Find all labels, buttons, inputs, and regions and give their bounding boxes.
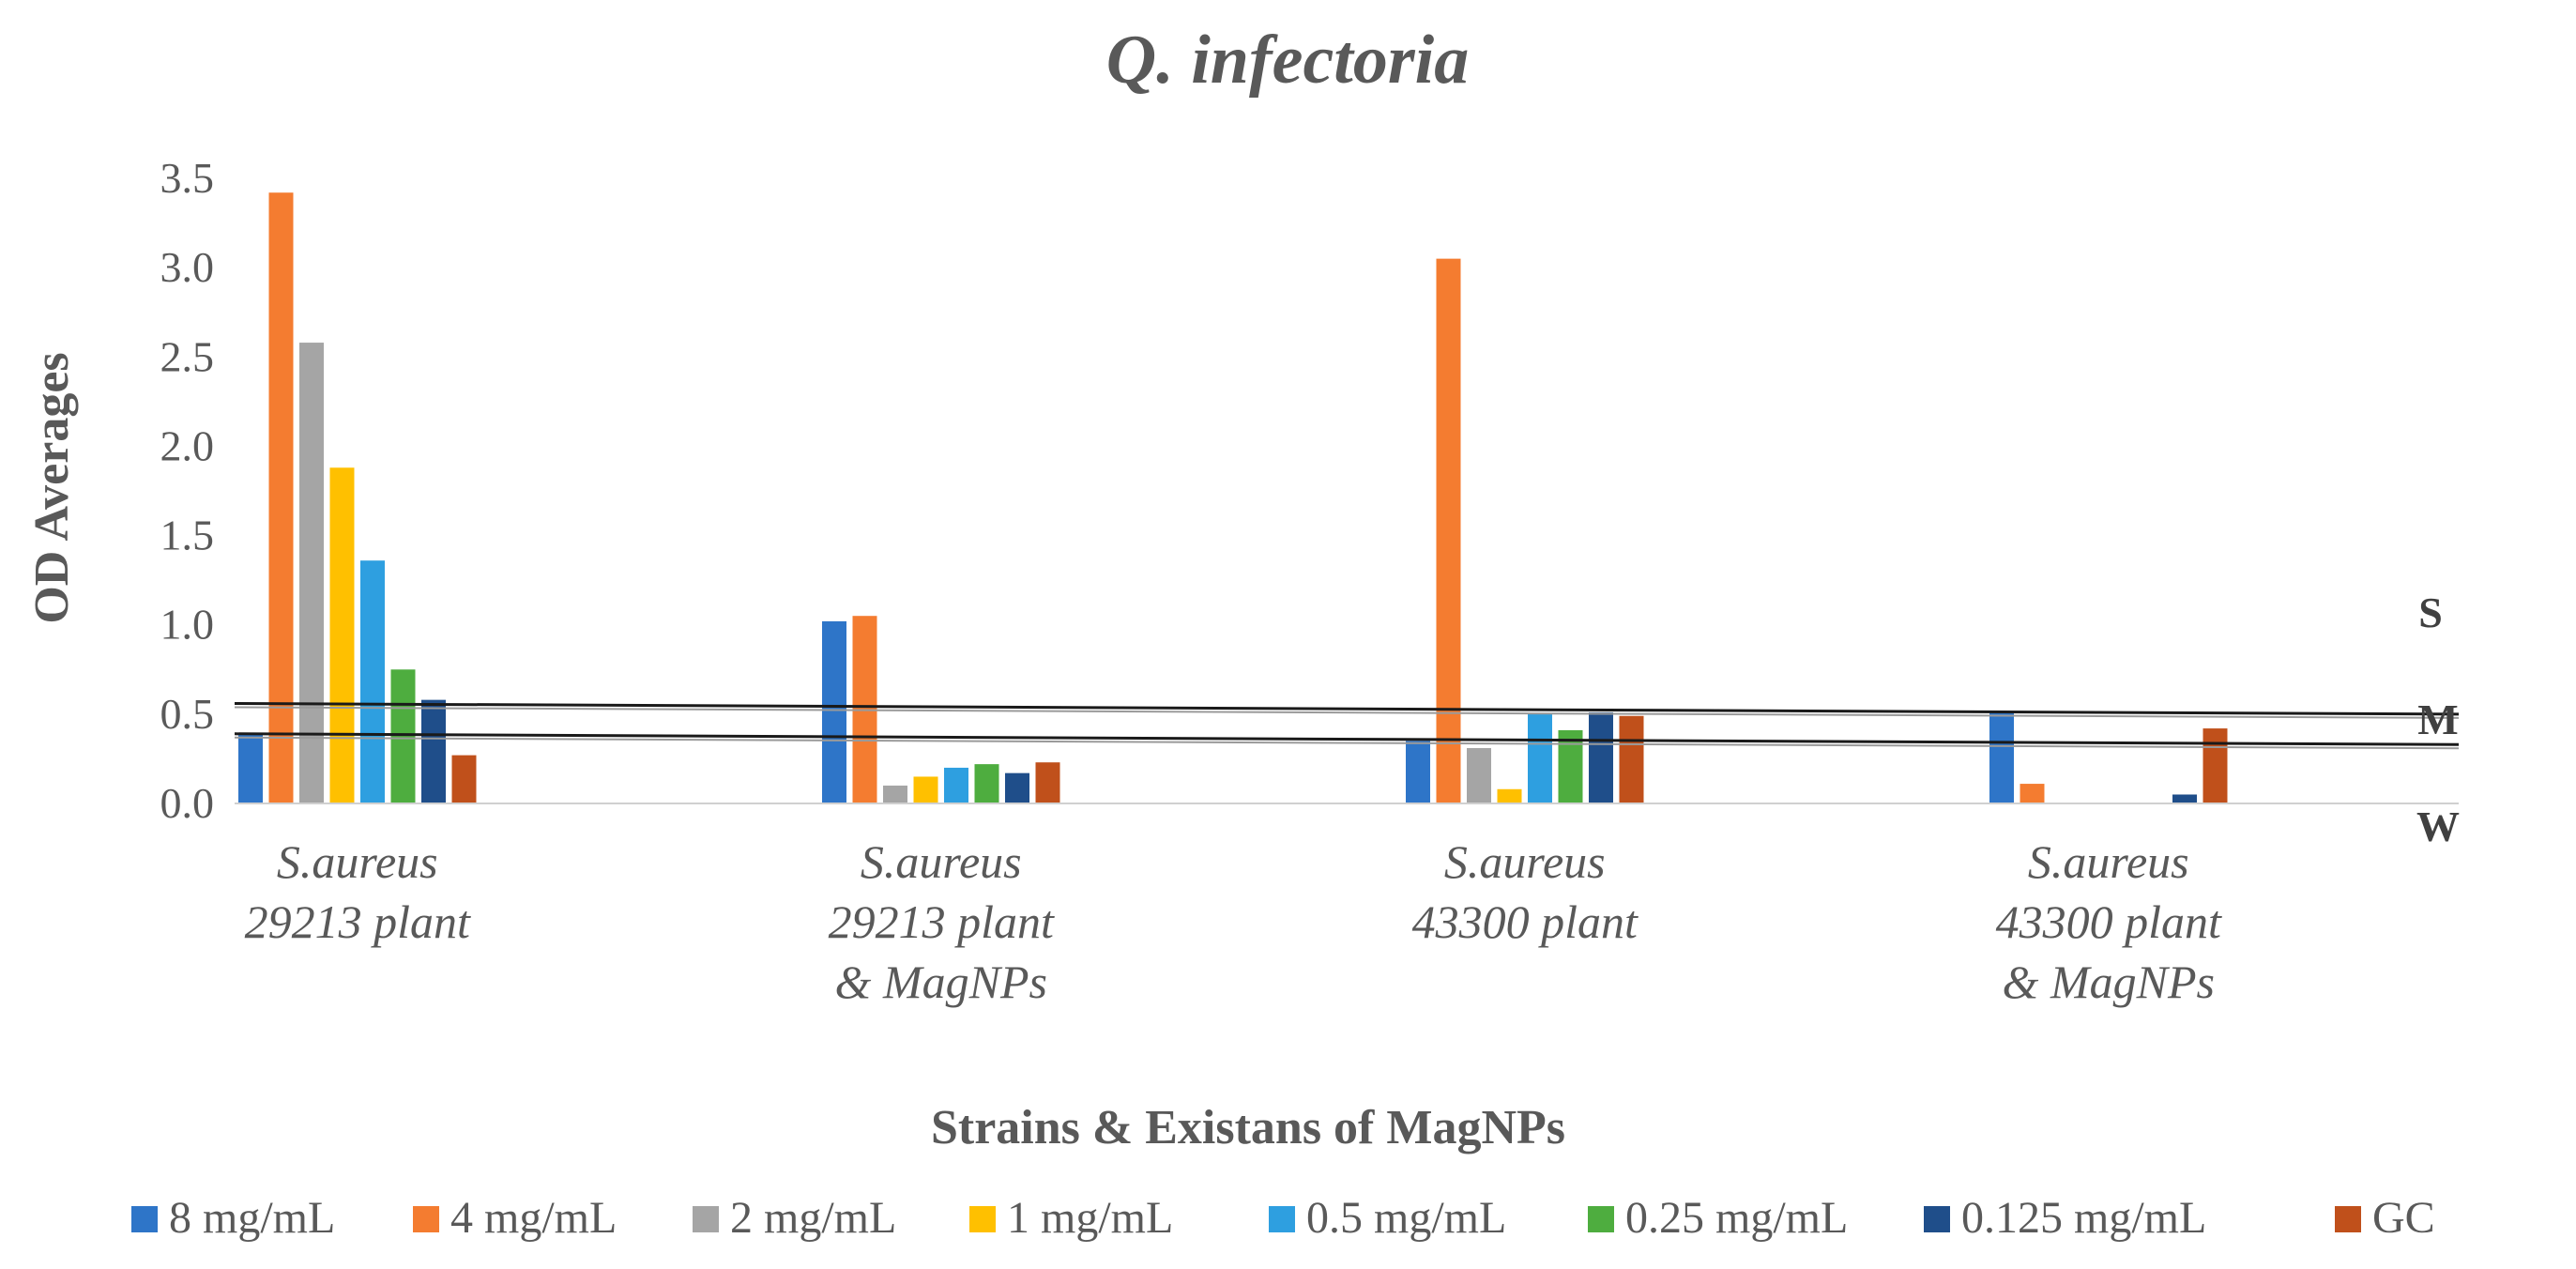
threshold-line-shadow — [234, 736, 2460, 750]
bar — [822, 620, 846, 803]
legend-label: 0.5 mg/mL — [1306, 1193, 1506, 1243]
y-tick-label: 1.5 — [160, 512, 215, 559]
bar — [1619, 715, 1644, 803]
legend-swatch — [2335, 1206, 2361, 1232]
bar — [299, 343, 324, 803]
legend-label: GC — [2372, 1193, 2435, 1243]
legend-swatch — [413, 1206, 439, 1232]
legend-swatch — [693, 1206, 719, 1232]
x-axis-title: Strains & Existans of MagNPs — [931, 1101, 1565, 1154]
x-tick-label: S.aureus — [277, 835, 438, 888]
bars — [238, 192, 2228, 804]
bar — [1436, 258, 1461, 804]
bar — [421, 699, 446, 803]
bar — [1467, 748, 1491, 803]
level-label-w: W — [2416, 803, 2460, 850]
legend-swatch — [1588, 1206, 1614, 1232]
x-tick-label: 43300 plant — [1412, 895, 1639, 948]
bar — [1989, 711, 2014, 803]
x-tick-label: 29213 plant — [245, 895, 471, 948]
legend-label: 2 mg/mL — [730, 1193, 896, 1243]
bar — [2020, 784, 2045, 803]
x-tick-label: S.aureus — [861, 835, 1022, 888]
x-tick-label: & MagNPs — [835, 956, 1047, 1008]
bar — [944, 767, 968, 803]
legend-label: 8 mg/mL — [169, 1193, 335, 1243]
y-axis: 0.0 0.5 1.0 1.5 2.0 2.5 3.0 3.5 — [160, 154, 215, 827]
legend-swatch — [1924, 1206, 1950, 1232]
threshold-line-shadow — [234, 706, 2460, 719]
bar — [1589, 711, 1613, 803]
threshold-line — [234, 732, 2460, 746]
bar — [360, 560, 385, 803]
bar — [1528, 713, 1552, 803]
legend-label: 0.25 mg/mL — [1625, 1193, 1848, 1243]
legend-swatch — [1269, 1206, 1295, 1232]
legend-label: 1 mg/mL — [1007, 1193, 1173, 1243]
y-tick-label: 2.0 — [160, 421, 215, 469]
x-tick-label: S.aureus — [1444, 835, 1606, 888]
bar — [2172, 794, 2197, 803]
bar — [1035, 762, 1060, 803]
y-tick-label: 2.5 — [160, 332, 215, 380]
legend-swatch — [131, 1206, 158, 1232]
x-tick-label: S.aureus — [2028, 835, 2189, 888]
bar — [1558, 729, 1583, 803]
y-tick-label: 3.0 — [160, 243, 215, 291]
threshold-lines — [234, 701, 2460, 750]
level-label-s: S — [2418, 589, 2443, 636]
threshold-line — [234, 701, 2460, 716]
bar — [329, 467, 355, 803]
bar — [390, 669, 416, 803]
level-label-m: M — [2417, 696, 2458, 743]
legend-label: 0.125 mg/mL — [1961, 1193, 2206, 1243]
bar — [1406, 741, 1430, 803]
bar — [913, 776, 938, 803]
bar — [1005, 772, 1029, 803]
bar — [1497, 788, 1522, 803]
bar — [883, 785, 907, 803]
legend-swatch — [969, 1206, 996, 1232]
y-tick-label: 0.0 — [160, 779, 215, 827]
bar — [974, 764, 999, 803]
x-tick-label: 43300 plant — [1996, 895, 2222, 948]
bar — [2203, 728, 2228, 803]
x-axis-categories: S.aureus 29213 plant S.aureus 29213 plant & … — [245, 835, 2222, 1008]
y-tick-label: 1.0 — [160, 601, 215, 649]
bar — [238, 733, 263, 803]
y-tick-label: 0.5 — [160, 690, 215, 738]
y-axis-title: OD Averages — [25, 352, 79, 623]
legend: 8 mg/mL 4 mg/mL 2 mg/mL 1 mg/mL 0.5 mg/mL 0.2… — [131, 1193, 2435, 1243]
y-tick-label: 3.5 — [160, 154, 215, 202]
chart-title: Q. infectoria — [1106, 22, 1469, 99]
x-tick-label: & MagNPs — [2003, 956, 2215, 1008]
bar — [268, 192, 294, 804]
x-tick-label: 29213 plant — [829, 895, 1055, 948]
legend-label: 4 mg/mL — [450, 1193, 617, 1243]
bar — [451, 755, 477, 803]
